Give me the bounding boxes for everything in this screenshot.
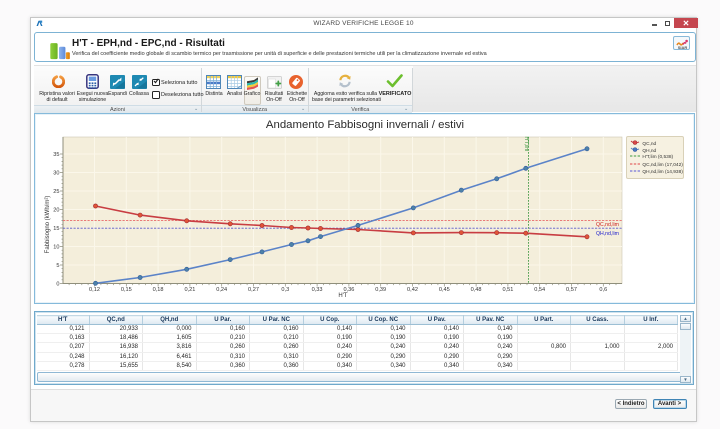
svg-text:0,51: 0,51 bbox=[502, 287, 513, 293]
svg-text:0,18: 0,18 bbox=[153, 287, 164, 293]
svg-text:QH,nd,lim: QH,nd,lim bbox=[596, 231, 619, 237]
svg-text:H'T,lim: H'T,lim bbox=[523, 137, 529, 152]
svg-text:0,21: 0,21 bbox=[184, 287, 195, 293]
svg-text:0,6: 0,6 bbox=[599, 287, 607, 293]
svg-text:QC,nd,lim: QC,nd,lim bbox=[596, 222, 619, 228]
svg-text:5: 5 bbox=[56, 263, 59, 269]
svg-text:0,45: 0,45 bbox=[439, 287, 450, 293]
svg-text:0,27: 0,27 bbox=[248, 287, 259, 293]
svg-text:0,24: 0,24 bbox=[216, 287, 227, 293]
svg-text:0,36: 0,36 bbox=[343, 287, 354, 293]
svg-text:0,33: 0,33 bbox=[312, 287, 323, 293]
svg-text:20: 20 bbox=[53, 208, 59, 214]
svg-text:0,39: 0,39 bbox=[375, 287, 386, 293]
svg-text:10: 10 bbox=[53, 245, 59, 251]
svg-text:SIAR: SIAR bbox=[677, 45, 687, 50]
svg-text:15: 15 bbox=[53, 226, 59, 232]
svg-text:0,57: 0,57 bbox=[566, 287, 577, 293]
svg-text:0,3: 0,3 bbox=[281, 287, 289, 293]
svg-text:Fabbisogno (kWh/m²): Fabbisogno (kWh/m²) bbox=[45, 196, 51, 254]
svg-text:35: 35 bbox=[53, 152, 59, 158]
svg-text:0,15: 0,15 bbox=[121, 287, 132, 293]
svg-text:0,48: 0,48 bbox=[471, 287, 482, 293]
svg-text:0,42: 0,42 bbox=[407, 287, 418, 293]
svg-text:25: 25 bbox=[53, 189, 59, 195]
svg-text:0,12: 0,12 bbox=[89, 287, 100, 293]
svg-text:0: 0 bbox=[56, 282, 59, 288]
svg-text:H'T: H'T bbox=[338, 293, 347, 299]
svg-text:30: 30 bbox=[53, 171, 59, 177]
svg-text:0,54: 0,54 bbox=[534, 287, 545, 293]
